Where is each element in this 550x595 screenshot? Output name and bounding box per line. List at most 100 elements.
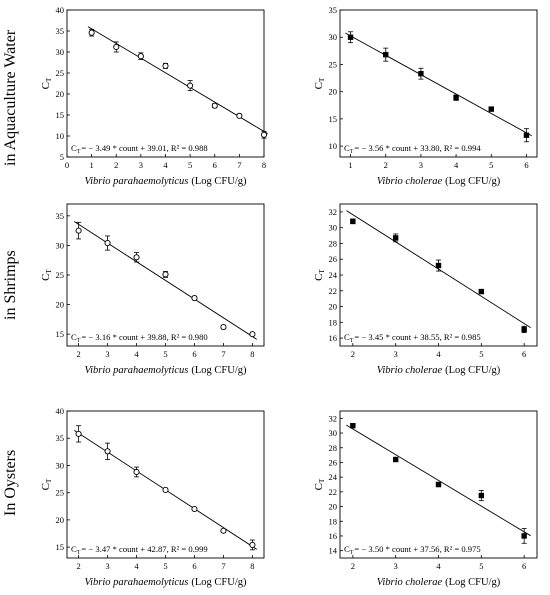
y-tick-label: 15 [329,114,338,124]
y-axis-label: CT [313,77,326,89]
fit-equation-text: = − 3.49 * count + 39.01, R² = 0.988 [81,143,207,153]
data-point [162,486,169,493]
data-point [88,29,95,36]
x-tick-label: 5 [489,160,493,170]
y-tick-label: 22 [329,286,338,296]
x-axis-label: Vibrio parahaemolyticus (Log CFU/g) [84,365,247,376]
x-tick-label: 2 [76,561,80,571]
y-axis-label-main: C [40,273,52,280]
x-tick-label: 4 [163,160,168,170]
x-tick-label: 3 [394,561,398,571]
fit-equation-text: = − 3.50 * count + 37.56, R² = 0.975 [354,544,480,554]
x-axis-label-unit: (Log CFU/g) [445,365,501,376]
y-axis-label-main: C [40,483,52,490]
data-point [523,132,530,138]
x-axis-label-unit: (Log CFU/g) [191,577,247,588]
x-axis-label: Vibrio parahaemolyticus (Log CFU/g) [84,577,247,588]
data-point [249,541,256,548]
data-point [162,62,169,69]
y-tick-label: 26 [329,254,338,264]
data-point [392,235,399,241]
regression-line [345,32,532,137]
y-tick-label: 20 [56,89,65,99]
y-axis-label-sub: T [45,77,53,82]
x-axis-label: Vibrio cholerae (Log CFU/g) [377,577,501,588]
x-tick-label: 4 [436,349,441,359]
plot-frame [339,9,538,158]
regression-line [73,221,258,340]
data-point [488,106,494,112]
fit-equation-ct-sub: T [350,149,354,155]
y-axis-label-main: C [313,273,325,280]
x-axis-label-species: Vibrio parahaemolyticus [84,365,188,376]
fit-equation-ct: C [71,544,77,554]
y-tick-label: 20 [56,515,65,525]
y-tick-label: 15 [56,542,65,552]
x-tick-label: 3 [139,160,143,170]
y-tick-label: 28 [329,443,338,453]
y-tick-label: 18 [329,516,338,526]
y-axis-label-main: C [40,82,52,89]
x-axis-label: Vibrio cholerae (Log CFU/g) [377,176,501,187]
data-point [133,254,140,261]
fit-equation-text: = − 3.56 * count + 33.80, R² = 0.994 [354,143,481,153]
x-tick-label: 2 [384,160,388,170]
x-tick-label: 2 [114,160,118,170]
y-tick-label: 30 [329,428,338,438]
x-tick-label: 6 [192,349,196,359]
x-tick-label: 5 [163,349,167,359]
fit-equation-text: = − 3.45 * count + 38.55, R² = 0.985 [354,332,480,342]
data-point [478,288,485,295]
data-point [75,430,82,437]
y-tick-label: 20 [329,87,338,97]
y-axis-label-sub: T [318,77,326,82]
y-tick-label: 32 [329,413,338,423]
data-point [191,505,198,513]
y-tick-label: 16 [329,333,338,343]
x-tick-label: 6 [192,561,196,571]
y-tick-label: 40 [56,406,65,416]
y-axis-label-sub: T [45,268,53,273]
y-tick-label: 20 [329,302,338,312]
fit-equation-ct-sub: T [77,149,81,155]
y-tick-label: 5 [60,152,64,162]
fit-equation-text: = − 3.16 * count + 39.88, R² = 0.980 [81,332,207,342]
data-point [435,481,442,488]
x-tick-label: 8 [262,160,266,170]
fit-equation: CT= − 3.16 * count + 39.88, R² = 0.980 [71,332,208,344]
fit-equation: CT= − 3.50 * count + 37.56, R² = 0.975 [344,544,481,556]
data-point [260,131,268,138]
fit-equation-ct: C [344,332,350,342]
fit-equation-ct-sub: T [350,338,354,344]
data-point [236,112,243,119]
y-axis-label: CT [40,77,53,89]
data-point [133,468,140,476]
x-tick-label: 6 [524,160,528,170]
data-point [435,262,442,269]
x-tick-label: 5 [188,160,192,170]
row-label-oysters: In Oysters [2,449,19,516]
data-point [104,448,111,455]
x-axis-label: Vibrio parahaemolyticus (Log CFU/g) [84,176,247,187]
x-tick-label: 2 [351,561,355,571]
y-tick-label: 28 [329,238,338,248]
x-tick-label: 6 [522,561,526,571]
y-axis-label-sub: T [318,478,326,483]
x-axis-label-unit: (Log CFU/g) [191,176,247,187]
y-tick-label: 24 [329,472,338,482]
fit-equation: CT= − 3.56 * count + 33.80, R² = 0.994 [344,143,481,155]
y-axis-label-main: C [313,82,325,89]
x-axis-label-species: Vibrio cholerae [377,365,443,376]
x-tick-label: 8 [250,561,254,571]
x-tick-label: 7 [221,561,225,571]
x-tick-label: 5 [479,349,483,359]
x-axis-label-unit: (Log CFU/g) [191,365,247,376]
x-tick-label: 3 [105,349,109,359]
x-tick-label: 5 [163,561,167,571]
y-tick-label: 25 [329,59,338,69]
y-tick-label: 25 [56,488,65,498]
y-tick-label: 10 [56,131,65,141]
y-tick-label: 35 [56,433,65,443]
